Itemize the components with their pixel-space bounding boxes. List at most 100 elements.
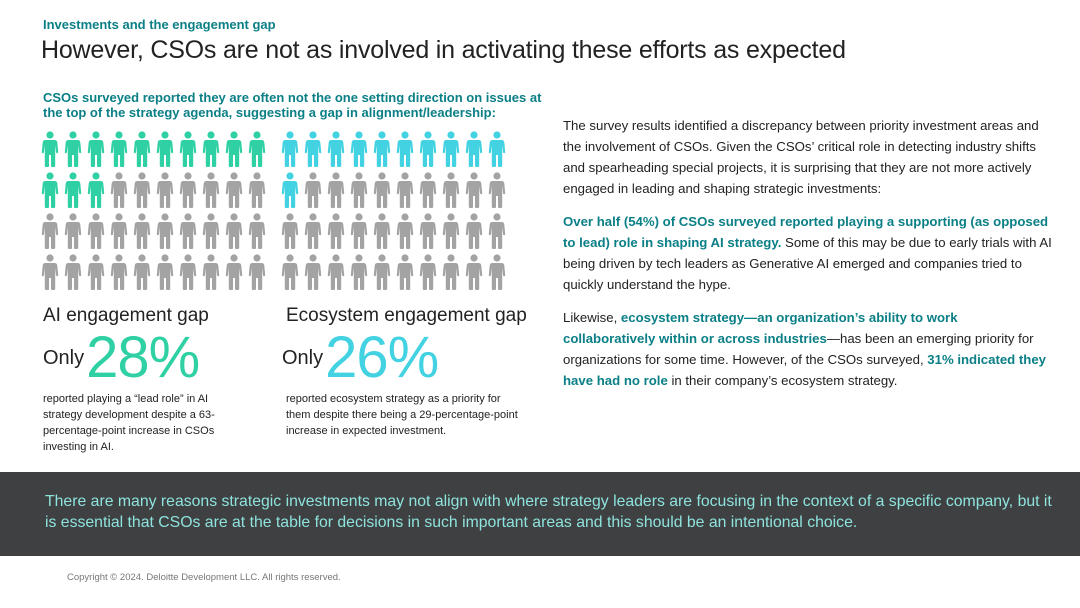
person-icon (396, 254, 414, 290)
person-icon (442, 131, 460, 167)
person-icon (373, 131, 391, 167)
ecosystem-text-mid: —has been an emerging priority for organ… (563, 331, 1034, 367)
person-icon (202, 131, 220, 167)
person-icon (442, 172, 460, 208)
person-icon (465, 213, 483, 249)
person-icon (327, 213, 345, 249)
person-icon (133, 172, 151, 208)
person-icon (419, 172, 437, 208)
person-icon (248, 213, 266, 249)
eco-gap-description: reported ecosystem strategy as a priorit… (286, 393, 518, 437)
person-icon (327, 172, 345, 208)
person-icon (304, 213, 322, 249)
eco-gap-only-label: Only (282, 346, 324, 369)
person-icon (64, 172, 82, 208)
person-icon (156, 213, 174, 249)
person-icon (419, 213, 437, 249)
person-icon (64, 213, 82, 249)
person-icon (133, 213, 151, 249)
eco-gap-title: Ecosystem engagement gap (286, 305, 527, 326)
person-icon (488, 213, 506, 249)
person-icon (133, 254, 151, 290)
ecosystem-text-end: in their company’s ecosystem strategy. (667, 373, 898, 388)
person-icon (396, 213, 414, 249)
person-icon (396, 131, 414, 167)
person-icon (64, 131, 82, 167)
person-icon (396, 172, 414, 208)
ai-role-paragraph: Over half (54%) of CSOs surveyed reporte… (563, 211, 1053, 295)
person-icon (304, 172, 322, 208)
person-icon (248, 172, 266, 208)
ai-gap-percent: 28% (86, 325, 200, 390)
person-icon (156, 172, 174, 208)
person-icon (248, 131, 266, 167)
survey-paragraph: The survey results identified a discrepa… (563, 118, 1039, 196)
person-icon (373, 213, 391, 249)
person-icon (442, 213, 460, 249)
page-title: However, CSOs are not as involved in act… (41, 36, 846, 64)
lead-statement: CSOs surveyed reported they are often no… (43, 90, 542, 120)
person-icon (202, 213, 220, 249)
ai-role-highlight: Over half (54%) of CSOs surveyed reporte… (563, 214, 1049, 250)
person-icon (87, 131, 105, 167)
person-icon (179, 172, 197, 208)
person-icon (41, 131, 59, 167)
person-icon (110, 131, 128, 167)
section-eyebrow: Investments and the engagement gap (43, 17, 276, 32)
person-icon (110, 213, 128, 249)
ecosystem-paragraph: Likewise, ecosystem strategy—an organiza… (563, 307, 1053, 391)
person-icon (225, 254, 243, 290)
person-icon (281, 131, 299, 167)
eco-gap-percent: 26% (325, 325, 439, 390)
ecosystem-text-start: Likewise, (563, 310, 621, 325)
person-icon (87, 254, 105, 290)
person-icon (179, 131, 197, 167)
ai-gap-description: reported playing a “lead role” in AI str… (43, 393, 215, 453)
ai-gap-title: AI engagement gap (43, 305, 209, 326)
person-icon (419, 254, 437, 290)
person-icon (350, 213, 368, 249)
person-icon (202, 172, 220, 208)
person-icon (465, 131, 483, 167)
person-icon (225, 131, 243, 167)
person-icon (110, 254, 128, 290)
ecosystem-definition-highlight: ecosystem strategy—an organization’s abi… (563, 310, 958, 346)
person-icon (419, 131, 437, 167)
person-icon (64, 254, 82, 290)
ai-gap-stat: Only 28% (43, 324, 200, 392)
person-icon (304, 131, 322, 167)
no-role-highlight: 31% indicated they have had no role (563, 352, 1047, 388)
person-icon (248, 254, 266, 290)
person-icon (87, 213, 105, 249)
person-icon (202, 254, 220, 290)
person-icon (488, 254, 506, 290)
person-icon (225, 172, 243, 208)
person-icon (110, 172, 128, 208)
person-icon (442, 254, 460, 290)
person-icon (87, 172, 105, 208)
person-icon (373, 172, 391, 208)
person-icon (350, 131, 368, 167)
ai-role-text: Some of this may be due to early trials … (563, 235, 1052, 292)
person-icon (41, 254, 59, 290)
person-icon (156, 254, 174, 290)
person-icon (156, 131, 174, 167)
person-icon (327, 254, 345, 290)
eco-gap-stat: Only 26% (282, 324, 439, 392)
person-icon (465, 254, 483, 290)
person-icon (373, 254, 391, 290)
person-icon (179, 213, 197, 249)
takeaway-text: There are many reasons strategic investm… (45, 493, 1052, 531)
person-icon (41, 213, 59, 249)
ai-pictogram-grid (41, 131, 266, 295)
ai-gap-only-label: Only (43, 346, 85, 369)
copyright-footer: Copyright © 2024. Deloitte Development L… (67, 572, 341, 583)
person-icon (225, 213, 243, 249)
person-icon (281, 213, 299, 249)
person-icon (350, 172, 368, 208)
right-column-text: The survey results identified a discrepa… (563, 115, 1053, 403)
person-icon (281, 254, 299, 290)
person-icon (281, 172, 299, 208)
takeaway-banner: There are many reasons strategic investm… (0, 472, 1080, 556)
person-icon (179, 254, 197, 290)
